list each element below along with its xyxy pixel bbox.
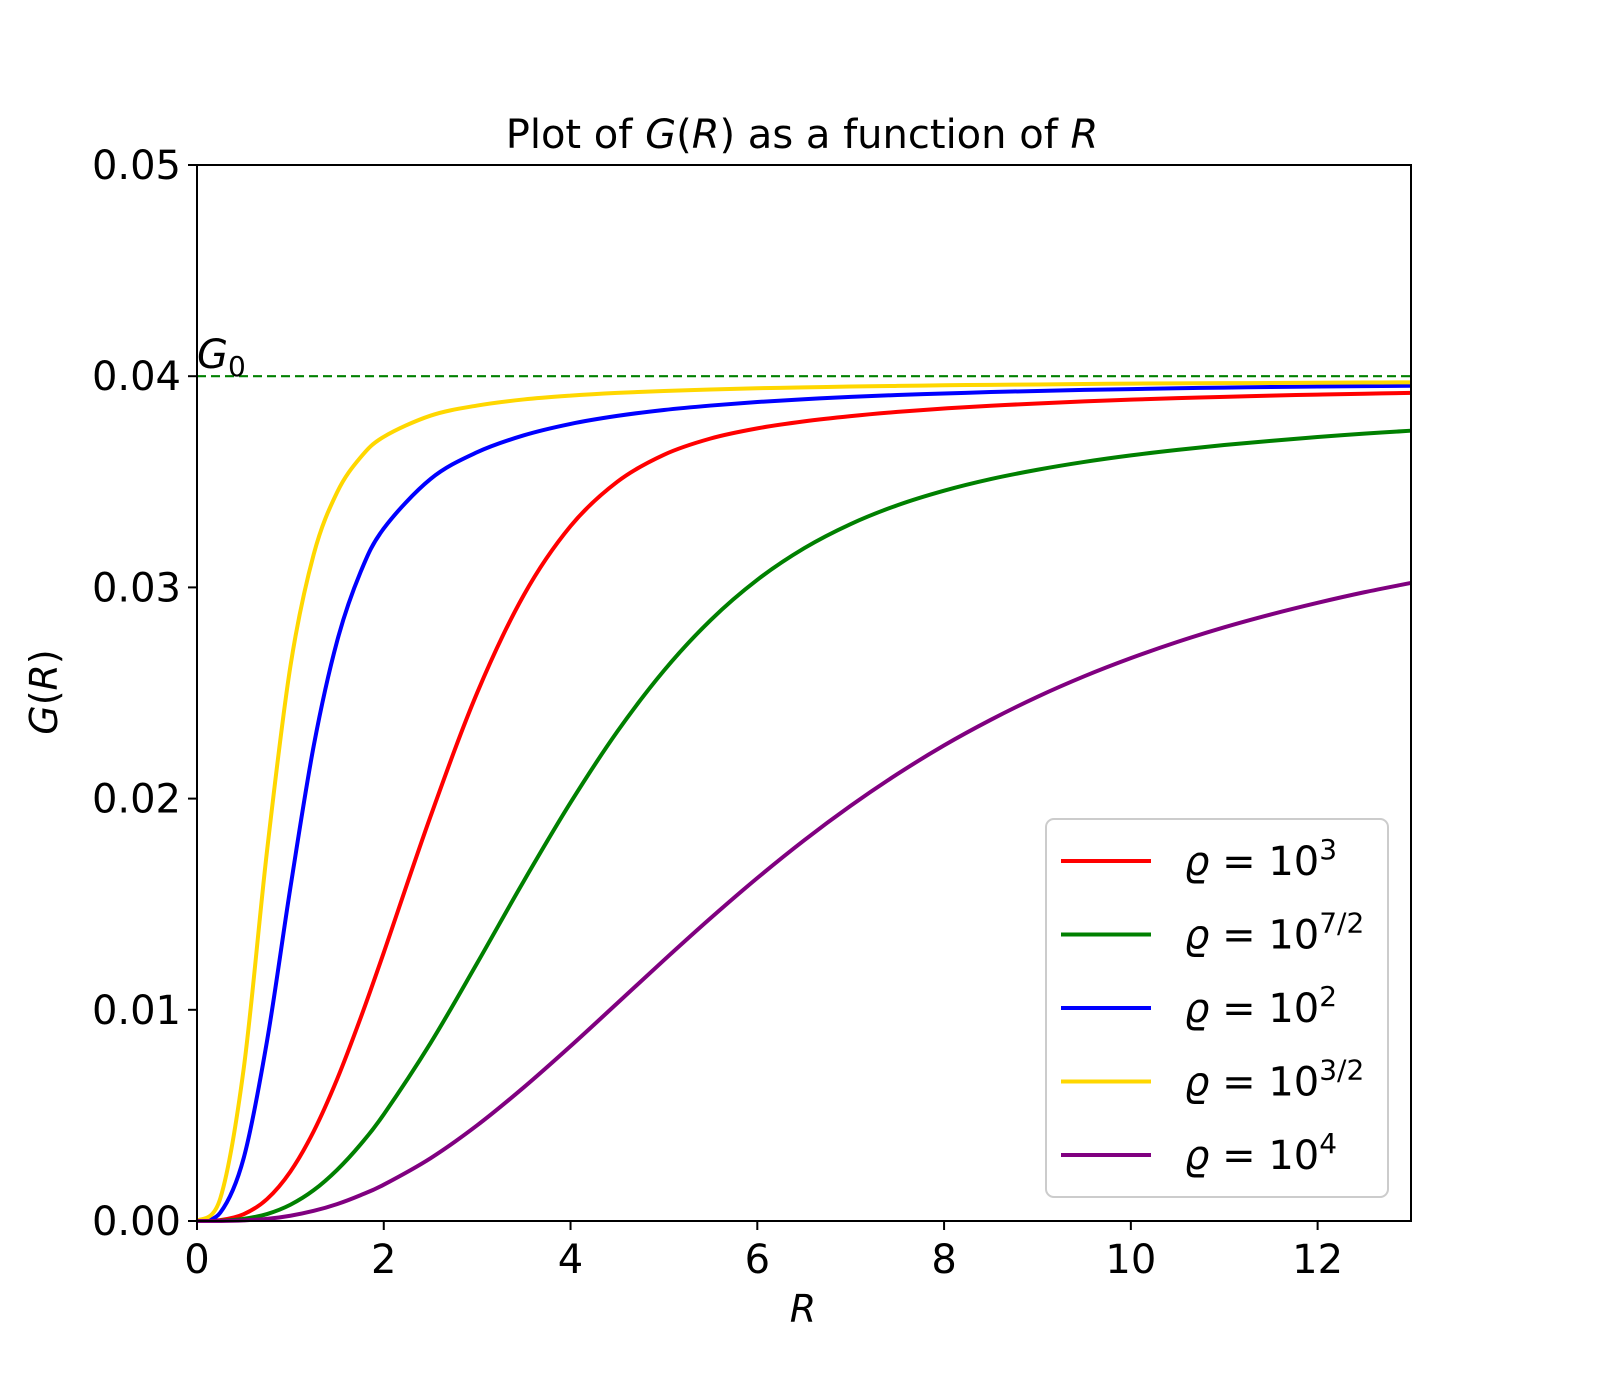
legend-label-1: ϱ = 103 <box>1184 833 1337 885</box>
series-line-4 <box>195 380 1412 1223</box>
chart-title: Plot of G(R) as a function of R <box>506 112 1099 158</box>
x-tick-label: 8 <box>931 1237 956 1283</box>
plot-area: G0 <box>195 164 1412 1224</box>
series-line-5 <box>196 580 1412 1224</box>
x-tick-label: 10 <box>1105 1237 1156 1283</box>
y-tick-label: 0.05 <box>92 143 181 189</box>
series-line-1 <box>196 390 1412 1223</box>
y-tick-label: 0.00 <box>92 1199 181 1245</box>
y-tick-label: 0.03 <box>92 565 181 611</box>
series-line-2 <box>196 428 1412 1224</box>
y-axis: 0.00 0.01 0.02 0.03 0.04 0.05 <box>92 143 197 1245</box>
y-tick-label: 0.02 <box>92 777 181 823</box>
y-axis-label: G(R) <box>22 649 66 735</box>
y-tick-label: 0.01 <box>92 988 181 1034</box>
series-layer <box>195 380 1412 1224</box>
x-axis-label: R <box>790 1287 816 1331</box>
legend-label-5: ϱ = 104 <box>1184 1127 1337 1179</box>
x-tick-label: 12 <box>1292 1237 1343 1283</box>
x-axis: 0 2 4 6 8 10 12 <box>184 1221 1343 1283</box>
legend-label-4: ϱ = 103/2 <box>1184 1054 1364 1106</box>
legend-box <box>1045 818 1389 1198</box>
plot-frame <box>196 164 1412 1222</box>
series-line-3 <box>196 383 1412 1223</box>
y-tick-label: 0.04 <box>92 354 181 400</box>
legend-label-2: ϱ = 107/2 <box>1184 907 1364 959</box>
legend: ϱ = 103 ϱ = 107/2 ϱ = 102 ϱ = 103/2 ϱ = 104 <box>1045 818 1389 1198</box>
legend-label-3: ϱ = 102 <box>1184 980 1337 1032</box>
x-tick-label: 6 <box>745 1237 770 1283</box>
x-tick-label: 4 <box>558 1237 583 1283</box>
x-tick-label: 2 <box>371 1237 396 1283</box>
x-tick-label: 0 <box>184 1237 209 1283</box>
reference-line-label: G0 <box>197 332 246 383</box>
